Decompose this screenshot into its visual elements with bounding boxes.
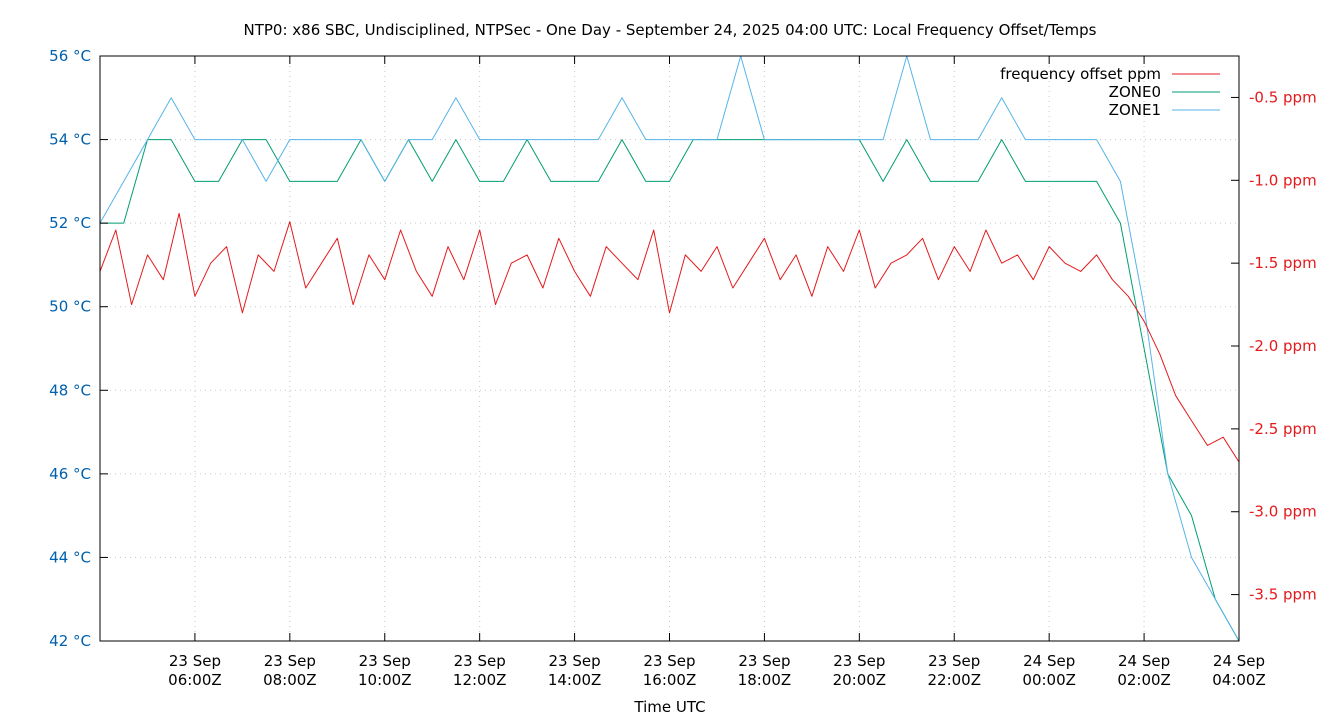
x-tick-label-line: 23 Sep [738, 652, 790, 670]
x-tick-label-line: 04:00Z [1212, 671, 1266, 689]
y-tick-label: 48 °C [49, 381, 91, 399]
x-tick-label-line: 10:00Z [358, 671, 412, 689]
y2-tick-label: -0.5 ppm [1249, 88, 1317, 106]
x-tick-label-line: 23 Sep [169, 652, 221, 670]
legend-label: ZONE0 [1109, 83, 1161, 101]
y2-tick-label: -1.5 ppm [1249, 254, 1317, 272]
y2-tick-label: -3.5 ppm [1249, 586, 1317, 604]
y-tick-label: 52 °C [49, 214, 91, 232]
x-tick-label: 23 Sep 22:00Z [927, 652, 981, 689]
grid [100, 56, 1239, 641]
y2-tick-label: -2.5 ppm [1249, 420, 1317, 438]
y2-tick-label: -3.0 ppm [1249, 503, 1317, 521]
x-tick-label: 23 Sep 18:00Z [738, 652, 792, 689]
x-tick-label-line: 08:00Z [263, 671, 317, 689]
x-tick-label-line: 23 Sep [264, 652, 316, 670]
y-tick-label: 50 °C [49, 298, 91, 316]
x-tick-label: 23 Sep 06:00Z [168, 652, 222, 689]
x-tick-label-line: 16:00Z [643, 671, 697, 689]
plot-border [99, 55, 1240, 642]
x-tick-label-line: 24 Sep [1213, 652, 1265, 670]
y-tick-label: 42 °C [49, 632, 91, 650]
y2-tick-label: -1.0 ppm [1249, 171, 1317, 189]
series-line-frequency-offset-ppm [99, 212, 1240, 463]
y-tick-label: 54 °C [49, 131, 91, 149]
x-tick-label-line: 23 Sep [454, 652, 506, 670]
chart-title: NTP0: x86 SBC, Undisciplined, NTPSec - O… [243, 21, 1096, 39]
x-axis-label: Time UTC [633, 698, 705, 716]
x-tick-label-line: 23 Sep [643, 652, 695, 670]
y-tick-label: 56 °C [49, 47, 91, 65]
x-tick-label-line: 22:00Z [927, 671, 981, 689]
x-tick-label: 24 Sep 04:00Z [1212, 652, 1266, 689]
x-tick-label-line: 24 Sep [1023, 652, 1075, 670]
y2-tick-label: -2.0 ppm [1249, 337, 1317, 355]
x-tick-label-line: 12:00Z [453, 671, 507, 689]
x-tick-label-line: 24 Sep [1118, 652, 1170, 670]
x-tick-label: 23 Sep 12:00Z [453, 652, 507, 689]
series-layer [99, 55, 1240, 642]
x-tick-label: 23 Sep 10:00Z [358, 652, 412, 689]
series-line-zone0 [100, 139, 1240, 642]
x-tick-label: 23 Sep 20:00Z [833, 652, 887, 689]
x-tick-label-line: 20:00Z [833, 671, 887, 689]
x-tick-label-line: 14:00Z [548, 671, 602, 689]
x-tick-label-line: 23 Sep [359, 652, 411, 670]
x-tick-label-line: 06:00Z [168, 671, 222, 689]
legend-label: frequency offset ppm [1000, 65, 1161, 83]
x-tick-label: 23 Sep 16:00Z [643, 652, 697, 689]
x-tick-label-line: 00:00Z [1022, 671, 1076, 689]
x-tick-label-line: 23 Sep [833, 652, 885, 670]
y-tick-label: 46 °C [49, 465, 91, 483]
x-tick-label: 23 Sep 08:00Z [263, 652, 317, 689]
y-tick-label: 44 °C [49, 548, 91, 566]
x-tick-label: 24 Sep 02:00Z [1117, 652, 1171, 689]
x-tick-label: 24 Sep 00:00Z [1022, 652, 1076, 689]
x-tick-label-line: 02:00Z [1117, 671, 1171, 689]
x-tick-label-line: 23 Sep [549, 652, 601, 670]
legend-label: ZONE1 [1109, 101, 1161, 119]
x-tick-label-line: 18:00Z [738, 671, 792, 689]
x-tick-label-line: 23 Sep [928, 652, 980, 670]
series-line-zone1 [99, 55, 1240, 642]
x-tick-label: 23 Sep 14:00Z [548, 652, 602, 689]
